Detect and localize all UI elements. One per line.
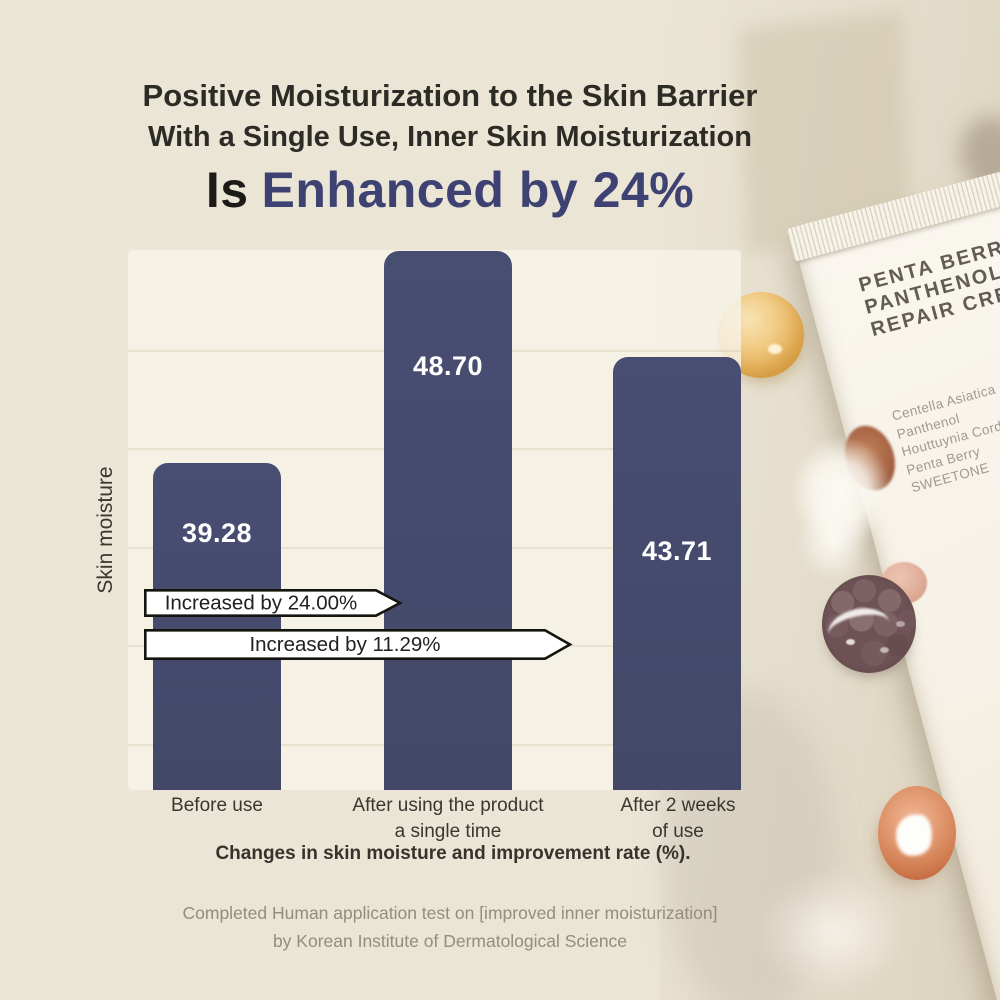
cream-smear-bottom — [756, 870, 910, 994]
x-tick-line: of use — [652, 821, 704, 842]
headline-prefix: Is — [205, 162, 249, 218]
y-axis-label: Skin moisture — [94, 466, 117, 594]
x-tick-line: After using the product — [352, 795, 544, 816]
annotation-arrow-24-percent: Increased by 24.00% — [144, 589, 403, 617]
headline-line1: Positive Moisturization to the Skin Barr… — [142, 78, 758, 113]
bar-value-label: 43.71 — [641, 536, 713, 566]
x-tick-line: a single time — [394, 821, 502, 842]
headline: Positive Moisturization to the Skin Barr… — [55, 76, 845, 220]
bar-before-use: 39.28 — [153, 463, 281, 790]
product-ingredients: Centella Asiatica Panthenol Houttuynia C… — [890, 336, 1000, 498]
footnote-line1: Completed Human application test on [imp… — [182, 903, 718, 923]
red-berry — [878, 786, 956, 880]
x-tick-line: Before use — [171, 795, 263, 816]
headline-highlight: Enhanced by 24% — [261, 162, 695, 218]
arrow-banner-shape — [144, 589, 403, 617]
chart-caption: Changes in skin moisture and improvement… — [215, 843, 691, 864]
x-tick-before-use: Before use — [107, 793, 327, 819]
footnote: Completed Human application test on [imp… — [75, 899, 825, 955]
blackberry — [822, 575, 916, 673]
annotation-text: Increased by 11.29% — [249, 633, 440, 656]
headline-line2: With a Single Use, Inner Skin Moisturiza… — [148, 121, 752, 153]
bar-after-single-use: 48.70 — [384, 251, 512, 790]
arrow-banner-shape — [144, 629, 573, 660]
x-tick-line: After 2 weeks — [620, 795, 736, 816]
bar-after-2-weeks: 43.71 — [613, 357, 741, 790]
cream-smear — [790, 436, 892, 582]
x-tick-after-single-use: After using the product a single time — [318, 793, 578, 845]
bar-value-label: 39.28 — [181, 518, 253, 548]
x-tick-after-2-weeks: After 2 weeks of use — [568, 793, 788, 845]
headline-line3: Is Enhanced by 24% — [55, 160, 845, 220]
footnote-line2: by Korean Institute of Dermatological Sc… — [272, 931, 628, 951]
bar-value-label: 48.70 — [412, 351, 484, 381]
annotation-arrow-11-percent: Increased by 11.29% — [144, 629, 573, 660]
annotation-text: Increased by 24.00% — [165, 592, 358, 615]
